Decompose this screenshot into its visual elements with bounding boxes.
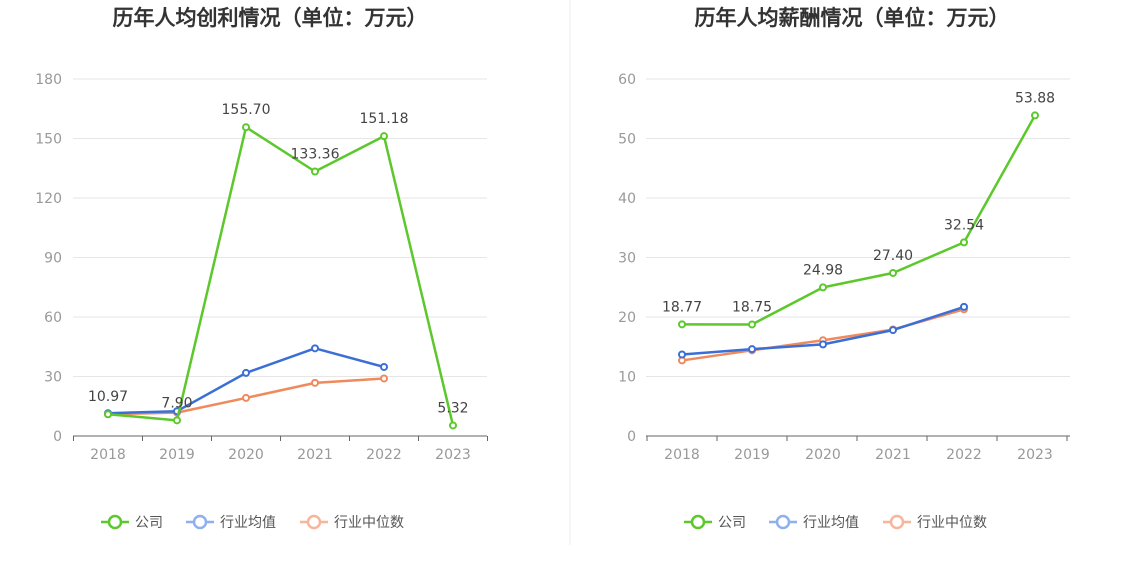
data-point: [819, 340, 827, 349]
data-label: 27.40: [873, 248, 913, 264]
data-point: [748, 345, 756, 354]
y-tick-label: 0: [53, 429, 62, 445]
data-point: [380, 374, 388, 383]
data-label: 133.36: [291, 147, 340, 163]
data-point: [889, 268, 897, 277]
data-point: [960, 238, 968, 247]
data-point: [819, 283, 827, 292]
legend-marker: [690, 514, 706, 530]
data-point: [242, 393, 250, 402]
data-point: [242, 123, 250, 132]
data-label: 32.54: [944, 217, 984, 233]
data-label: 53.88: [1015, 90, 1055, 106]
legend-label: 行业均值: [220, 515, 276, 531]
data-point: [678, 320, 686, 329]
data-label: 10.97: [88, 389, 128, 405]
legend-label: 行业中位数: [917, 515, 987, 531]
data-point: [889, 326, 897, 335]
y-tick-label: 10: [618, 370, 636, 386]
legend-label: 公司: [718, 515, 746, 531]
x-tick-label: 2022: [946, 447, 982, 463]
x-tick-label: 2020: [228, 447, 264, 463]
data-point: [748, 320, 756, 329]
data-point: [449, 421, 457, 430]
data-point: [311, 167, 319, 176]
data-point: [678, 350, 686, 359]
data-label: 18.75: [732, 299, 772, 315]
data-label: 155.70: [222, 102, 271, 118]
chart-panel-profit: 历年人均创利情况（单位：万元） 0 30 60 90 120 150 180 2018 2019 2…: [35, 6, 488, 531]
y-tick-label: 30: [618, 251, 636, 267]
legend-marker: [775, 514, 791, 530]
series-line-0: [107, 125, 455, 426]
y-tick-label: 180: [35, 72, 62, 88]
y-tick-label: 60: [44, 310, 62, 326]
data-label: 151.18: [360, 111, 409, 127]
chart-panel-salary: 历年人均薪酬情况（单位：万元） 0 10 20 30 40 50 60 2018 2019 2020…: [618, 6, 1070, 531]
data-label: 24.98: [803, 262, 843, 278]
chart-title: 历年人均创利情况（单位：万元）: [113, 6, 428, 30]
legend-marker: [192, 514, 208, 530]
x-tick-label: 2021: [297, 447, 333, 463]
y-tick-label: 0: [627, 429, 636, 445]
y-tick-label: 150: [35, 132, 62, 148]
x-tick-label: 2019: [734, 447, 770, 463]
data-point: [311, 344, 319, 353]
x-tick-label: 2018: [664, 447, 700, 463]
data-point: [960, 302, 968, 311]
x-tick-label: 2020: [805, 447, 841, 463]
y-tick-label: 60: [618, 72, 636, 88]
legend-marker: [107, 514, 123, 530]
legend-marker: [889, 514, 905, 530]
y-tick-label: 50: [618, 132, 636, 148]
data-point: [311, 378, 319, 387]
x-tick-label: 2018: [90, 447, 126, 463]
data-point: [242, 368, 250, 377]
legend-label: 行业均值: [803, 515, 859, 531]
data-point: [1031, 111, 1039, 120]
x-tick-label: 2023: [1017, 447, 1053, 463]
data-label: 18.77: [662, 299, 702, 315]
y-tick-label: 40: [618, 191, 636, 207]
x-tick-label: 2022: [366, 447, 402, 463]
y-tick-label: 20: [618, 310, 636, 326]
legend-label: 公司: [135, 515, 163, 531]
series-line-0: [681, 114, 1037, 326]
chart-title: 历年人均薪酬情况（单位：万元）: [695, 6, 1010, 30]
x-tick-label: 2023: [435, 447, 471, 463]
data-point: [380, 132, 388, 141]
x-tick-label: 2019: [159, 447, 195, 463]
data-point: [173, 416, 181, 425]
legend-marker: [306, 514, 322, 530]
x-tick-label: 2021: [875, 447, 911, 463]
data-point: [104, 410, 112, 419]
data-label: 5.32: [437, 400, 468, 416]
data-point: [380, 362, 388, 371]
legend-label: 行业中位数: [334, 515, 404, 531]
y-tick-label: 120: [35, 191, 62, 207]
data-label: 7.90: [161, 395, 192, 411]
y-tick-label: 30: [44, 370, 62, 386]
y-tick-label: 90: [44, 251, 62, 267]
